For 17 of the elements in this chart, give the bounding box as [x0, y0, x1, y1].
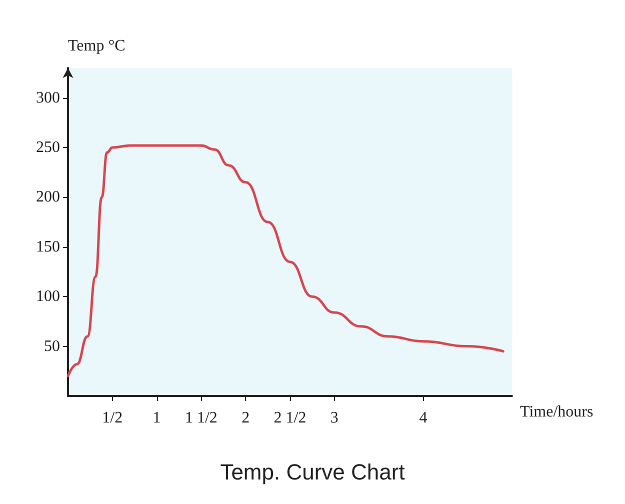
line-series	[66, 144, 504, 378]
x-tick-label: 2	[242, 410, 250, 426]
y-tick-label: 50	[44, 338, 60, 355]
y-tick-label: 300	[36, 89, 60, 106]
y-tick-label: 250	[36, 139, 60, 156]
x-tick-label: 4	[419, 410, 428, 426]
y-tick-label: 100	[36, 288, 60, 306]
x-tick-label: 1	[152, 410, 161, 426]
x-tick-label: 1/2	[102, 410, 123, 426]
y-tick-label: 200	[36, 188, 60, 206]
x-tick-label: 2 1/2	[274, 410, 306, 426]
x-tick-label: 1 1/2	[184, 410, 218, 426]
y-tick-label: 150	[36, 238, 60, 256]
text: Temp. Curve Chart	[220, 460, 405, 484]
x-axis-title: Time/hours	[520, 404, 594, 420]
y-axis-title: Temp °C	[68, 38, 126, 54]
x-tick-label: 3	[330, 410, 338, 426]
